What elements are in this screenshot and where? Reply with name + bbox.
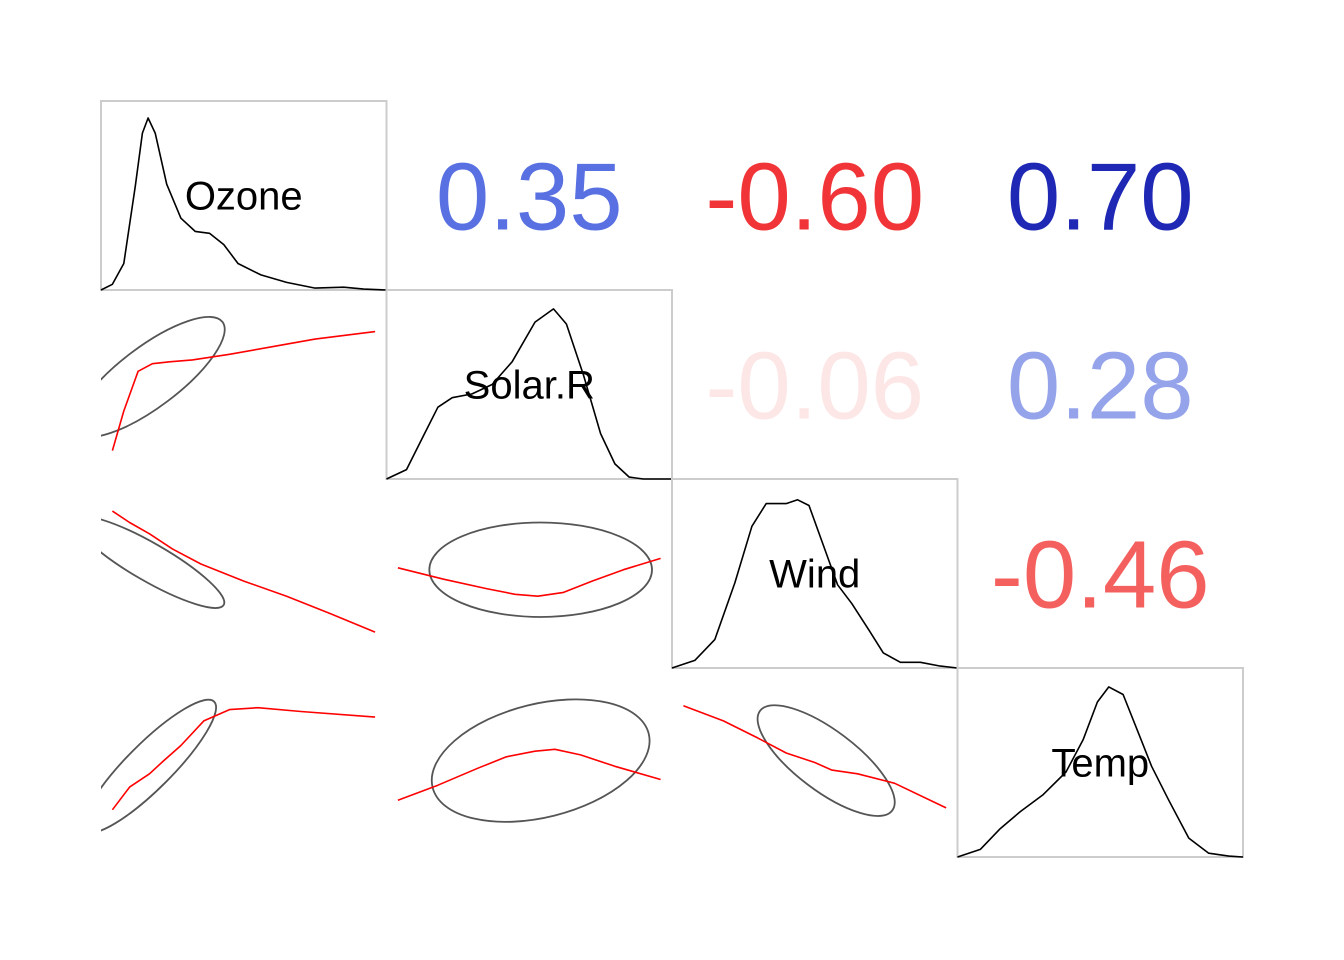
lower-panel-Wind-Ozone (101, 510, 376, 633)
variable-label: Ozone (185, 175, 303, 219)
variable-label: Wind (769, 553, 860, 597)
lower-panel-Wind-Solar.R (397, 521, 661, 618)
diagonal-panel-ozone: Ozone (100, 100, 388, 291)
smooth-line (111, 706, 376, 811)
variable-label: Temp (1051, 742, 1149, 786)
correlation-ellipse (428, 521, 653, 618)
correlation-value: -0.46 (991, 522, 1210, 629)
panel-border (671, 478, 959, 669)
correlation-value: 0.35 (436, 144, 623, 251)
variable-label: Solar.R (464, 364, 595, 408)
correlation-ellipse (101, 315, 226, 438)
panel-border (100, 100, 388, 291)
correlation-value: 0.28 (1007, 333, 1194, 440)
panel-border (385, 289, 673, 480)
density-curve (386, 308, 672, 480)
correlation-value: -0.06 (705, 333, 924, 440)
smooth-line (397, 748, 661, 802)
diagonal-panel-solar-r: Solar.R (385, 289, 673, 480)
correlation-value: 0.70 (1007, 144, 1194, 251)
diagonal-panel-temp: Temp (956, 667, 1244, 858)
lower-panel-Temp-Wind (683, 704, 947, 817)
correlation-ellipse (430, 698, 651, 823)
density-curve (671, 499, 958, 669)
correlation-value: -0.60 (705, 144, 924, 251)
lower-panel-Temp-Ozone (101, 698, 376, 834)
smooth-line (683, 705, 947, 809)
panel-border (956, 667, 1244, 858)
lower-panel-Temp-Solar.R (397, 698, 661, 823)
correlation-ellipse (101, 515, 226, 609)
density-curve (100, 117, 387, 291)
correlation-ellipse (756, 704, 896, 817)
smooth-line (111, 510, 376, 633)
density-curve (957, 686, 1244, 858)
lower-panel-Solar.R-Ozone (101, 315, 376, 451)
diagonal-panel-wind: Wind (671, 478, 959, 669)
smooth-line (397, 557, 661, 597)
smooth-line (111, 330, 376, 451)
correlation-ellipse (101, 698, 217, 834)
